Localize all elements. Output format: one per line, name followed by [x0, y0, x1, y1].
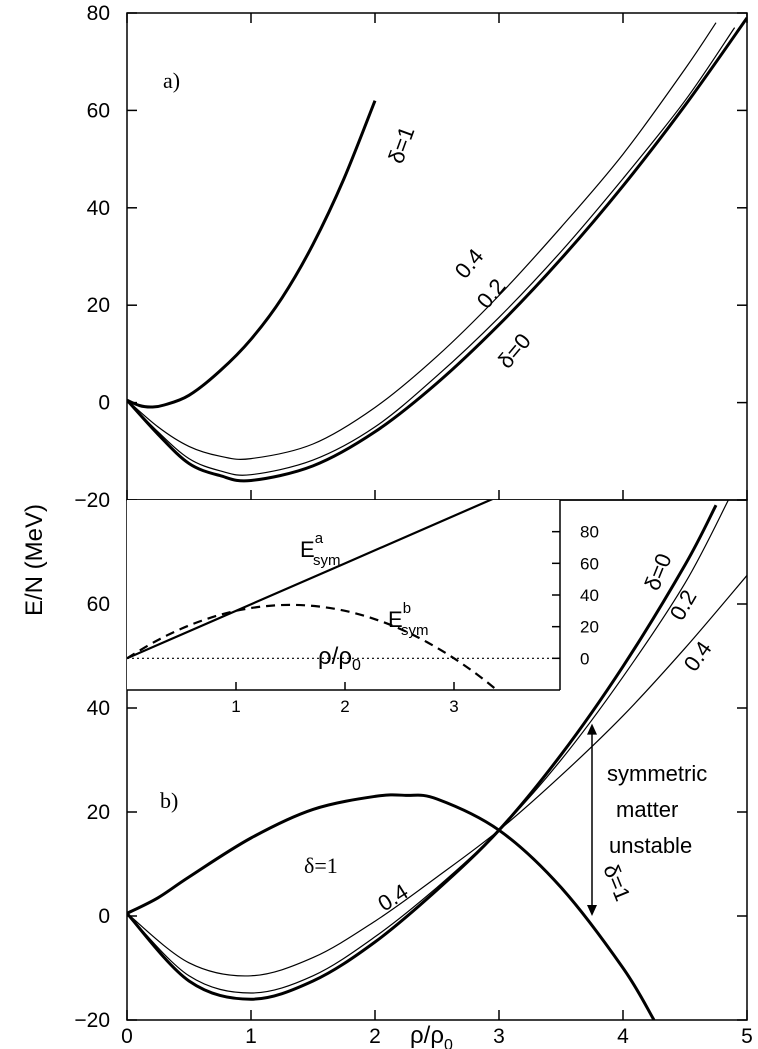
- label-b-delta1-low: δ=1: [598, 861, 635, 905]
- panel-b-ytick-label: 40: [87, 697, 110, 720]
- panel-a-ticks: −20 0 20 40 60 80: [74, 2, 748, 512]
- inset-series-0: [127, 500, 494, 660]
- panel-b-ytick-label: 60: [87, 593, 110, 616]
- panel-b-series-2: [127, 500, 729, 994]
- label-a-04: 0.4: [450, 244, 489, 284]
- panel-a-frame: [126, 12, 748, 501]
- inset-ytick-label: 60: [580, 554, 599, 573]
- inset-ytick-label: 0: [580, 649, 589, 668]
- inset-label-easym: Ea sym: [300, 530, 341, 569]
- panel-b-ytick-label: 0: [98, 905, 110, 928]
- panel-b-curves: [127, 500, 747, 1020]
- inset-ticks: 1 2 3 0 20 40 60 80: [231, 523, 599, 716]
- inset-ytick-label: 80: [580, 523, 599, 542]
- label-a-02: 0.2: [472, 274, 511, 314]
- panel-b-xtick-label: 2: [369, 1025, 381, 1048]
- inset-xtick-label: 2: [340, 697, 349, 716]
- label-b-04-low: 0.4: [373, 879, 412, 916]
- panel-a-label: a): [163, 68, 180, 93]
- inset-ytick-label: 40: [580, 586, 599, 605]
- panel-b-xtick-label: 0: [121, 1025, 133, 1048]
- panel-b-xtick-label: 3: [493, 1025, 505, 1048]
- unstable-arrow-head-bottom: [587, 905, 597, 916]
- panel-b-series-0: [127, 793, 656, 1020]
- inset-ytick-label: 20: [580, 618, 599, 637]
- annotation-unstable: unstable: [609, 833, 692, 858]
- panel-b-series-1: [127, 575, 747, 977]
- label-a-delta0: δ=0: [493, 329, 536, 374]
- inset-xlabel: ρ/ρ0: [318, 643, 361, 674]
- unstable-arrow-head-top: [587, 723, 597, 735]
- panel-a-ytick-label: 0: [98, 392, 110, 415]
- y-axis-label: E/N (MeV): [21, 504, 48, 616]
- panel-a-ytick-label: 60: [87, 99, 110, 122]
- x-axis-label: ρ/ρ0: [410, 1022, 453, 1049]
- inset-label-ebsym: Eb sym: [388, 600, 429, 639]
- panel-a-ytick-label: 80: [87, 2, 110, 25]
- label-a-delta1: δ=1: [383, 123, 419, 167]
- panel-b-ytick-label: −20: [74, 1009, 110, 1032]
- inset-curves: [127, 500, 560, 690]
- panel-b-xtick-label: 1: [245, 1025, 257, 1048]
- panel-a-series-3: [127, 17, 747, 483]
- panel-b-xtick-label: 4: [617, 1025, 629, 1048]
- panel-a-ytick-label: 20: [87, 294, 110, 317]
- panel-a-ytick-label: 40: [87, 197, 110, 220]
- panel-a-series-0: [127, 100, 377, 409]
- inset-xtick-label: 3: [449, 697, 458, 716]
- panel-a-ytick-label: −20: [74, 489, 110, 512]
- label-b-delta1-mid: δ=1: [304, 853, 338, 878]
- annotation-matter: matter: [616, 797, 678, 822]
- panel-a-series-2: [127, 27, 736, 476]
- label-b-04: 0.4: [679, 636, 717, 675]
- inset-series-1: [127, 603, 499, 690]
- panel-b-label: b): [160, 788, 178, 813]
- panel-a-series-1: [127, 22, 717, 460]
- panel-b-ytick-label: 20: [87, 801, 110, 824]
- inset-xtick-label: 1: [231, 697, 240, 716]
- panel-b-series-3: [127, 504, 718, 1001]
- panel-b-xtick-label: 5: [741, 1025, 753, 1048]
- panel-a-curves: [127, 17, 747, 483]
- annotation-symmetric: symmetric: [607, 761, 707, 786]
